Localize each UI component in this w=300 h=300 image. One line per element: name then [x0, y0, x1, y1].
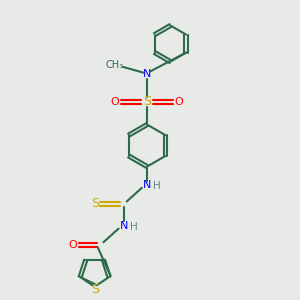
Text: S: S	[143, 95, 151, 108]
Text: N: N	[143, 69, 151, 79]
Text: CH₃: CH₃	[106, 60, 124, 70]
Text: O: O	[175, 97, 184, 107]
Text: N: N	[143, 180, 151, 190]
Text: O: O	[111, 97, 119, 107]
Text: O: O	[68, 240, 77, 250]
Text: H: H	[130, 222, 138, 232]
Text: S: S	[91, 283, 99, 296]
Text: H: H	[153, 182, 161, 191]
Text: S: S	[91, 197, 99, 210]
Text: N: N	[120, 221, 128, 231]
